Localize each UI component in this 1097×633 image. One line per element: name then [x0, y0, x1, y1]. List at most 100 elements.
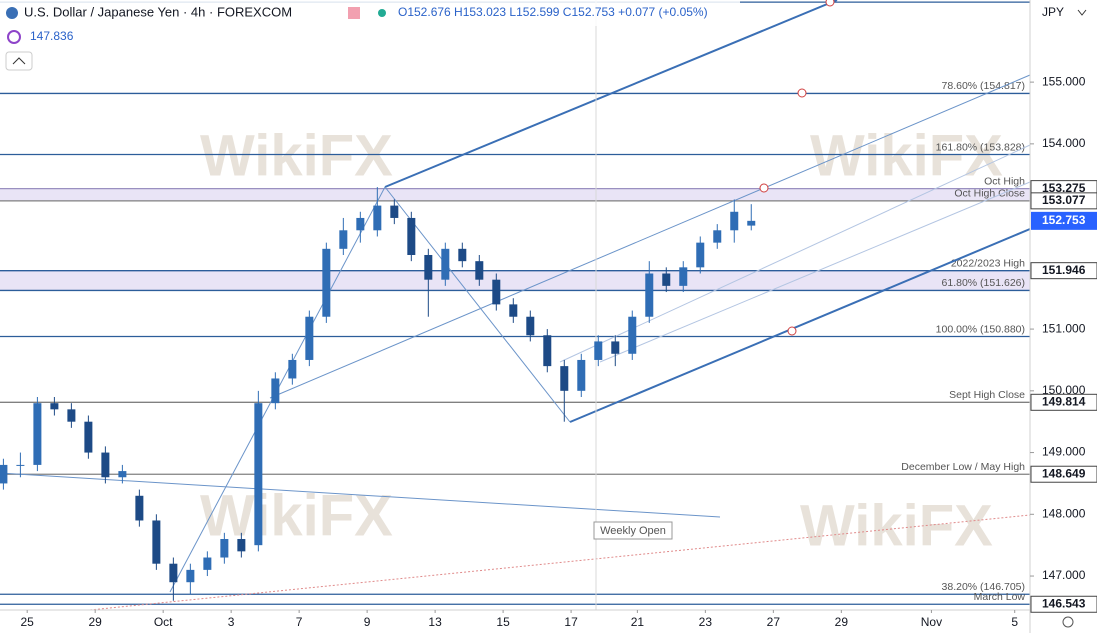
- marker: [787, 326, 797, 336]
- level-band: [0, 188, 1030, 201]
- candle-body: [356, 217, 365, 231]
- candle-body: [509, 304, 518, 317]
- watermarks: WikiFX WikiFX WikiFX WikiFX: [200, 123, 1003, 558]
- settings-icon[interactable]: [1062, 616, 1074, 628]
- marker: [759, 183, 769, 193]
- candle-body: [220, 538, 229, 558]
- candle-body: [390, 205, 399, 218]
- indicator-icon: [7, 30, 21, 44]
- price-tag-label: 151.946: [1042, 263, 1086, 277]
- candle-body: [135, 495, 144, 521]
- candle-body: [696, 242, 705, 268]
- x-tick-label: 17: [564, 615, 578, 629]
- candle-body: [152, 520, 161, 564]
- level-label: Oct High Close: [954, 188, 1025, 200]
- y-tick-label: 148.000: [1042, 506, 1086, 520]
- candle-body: [628, 316, 637, 354]
- candle-body: [747, 220, 756, 226]
- candle-body: [84, 421, 93, 453]
- x-tick-label: 5: [1011, 615, 1018, 629]
- price-tag: [1030, 595, 1097, 613]
- x-tick-label: 21: [631, 615, 645, 629]
- candle-body: [577, 359, 586, 391]
- marker: [825, 0, 835, 7]
- candle-body: [594, 341, 603, 360]
- level-band: [0, 270, 1030, 291]
- candle-body: [254, 403, 263, 546]
- candle-body: [458, 248, 467, 262]
- collapse-button[interactable]: [5, 51, 33, 71]
- price-tag: [1030, 465, 1097, 483]
- x-tick-label: 29: [835, 615, 849, 629]
- ohlc: O152.676 H153.023 L152.599 C152.753 +0.0…: [398, 5, 708, 19]
- level-label: Sept High Close: [949, 389, 1025, 401]
- candle-body: [526, 316, 535, 336]
- level-label: 161.80% (156.295): [936, 0, 1025, 1]
- candle-body: [441, 248, 450, 280]
- x-tick-label: 13: [428, 615, 442, 629]
- symbol-title: U.S. Dollar / Japanese Yen · 4h · FOREXC…: [24, 4, 292, 19]
- price-tag-label: 149.814: [1042, 394, 1086, 408]
- candle-body: [0, 464, 8, 484]
- currency-dropdown[interactable]: [1077, 9, 1087, 16]
- price-tag-label: 153.077: [1042, 193, 1086, 207]
- y-tick-label: 149.000: [1042, 445, 1086, 459]
- candle-body: [33, 403, 42, 465]
- candle-body: [373, 205, 382, 231]
- candle-body: [186, 569, 195, 583]
- level-label: 78.60% (154.817): [942, 80, 1025, 92]
- price-tag-label: 148.649: [1042, 466, 1086, 480]
- candle-body: [305, 316, 314, 360]
- y-tick-label: 150.000: [1042, 383, 1086, 397]
- watermark: WikiFX: [810, 123, 1003, 188]
- flag-icon: [348, 7, 360, 19]
- level-label: March Low: [974, 591, 1026, 603]
- level-label: 61.80% (151.626): [942, 277, 1025, 289]
- level-label: 38.20% (146.705): [942, 581, 1025, 593]
- level-label: 100.00% (150.880): [936, 323, 1025, 335]
- candle-body: [645, 273, 654, 317]
- pitchfork-handle: [384, 186, 571, 423]
- x-tick-label: Nov: [921, 615, 942, 629]
- candle-body: [169, 563, 178, 583]
- candle-body: [101, 452, 110, 478]
- pitchfork: [0, 0, 1031, 611]
- candle-body: [560, 366, 569, 391]
- pitchfork-inner: [559, 144, 1031, 363]
- candle-body: [237, 538, 246, 552]
- price-tag: [1030, 192, 1097, 210]
- status-dot: [378, 9, 386, 17]
- levels: 161.80% (156.295) 78.60% (154.817) 161.80%…: [0, 0, 1030, 605]
- candle-body: [322, 248, 331, 317]
- candle-body: [67, 409, 76, 422]
- marker: [797, 88, 807, 98]
- candle-body: [118, 471, 127, 478]
- weekly-open-box: [593, 521, 673, 540]
- level-label: Oct High: [984, 175, 1025, 187]
- pitchfork-lower: [569, 228, 1031, 423]
- x-tick-label: Oct: [154, 615, 173, 629]
- candle-body: [339, 230, 348, 249]
- currency: JPY: [1042, 5, 1064, 19]
- candle-body: [543, 335, 552, 367]
- watermark: WikiFX: [800, 493, 993, 558]
- y-tick-label: 151.000: [1042, 321, 1086, 335]
- candle-body: [611, 341, 620, 354]
- candle-body: [730, 211, 739, 231]
- candle-body: [271, 378, 280, 404]
- x-tick-label: 25: [21, 615, 35, 629]
- candle-body: [492, 279, 501, 305]
- x-tick-label: 27: [767, 615, 781, 629]
- collapse-icon: [12, 57, 26, 65]
- x-tick-label: 3: [228, 615, 235, 629]
- x-tick-label: 7: [296, 615, 303, 629]
- candles: [0, 187, 756, 601]
- price-tag-label: 146.543: [1042, 596, 1086, 610]
- symbol-icon: [6, 7, 18, 19]
- candle-body: [407, 217, 416, 255]
- y-tick-label: 154.000: [1042, 136, 1086, 150]
- trend-line: [89, 514, 1031, 611]
- candle-body: [662, 273, 671, 286]
